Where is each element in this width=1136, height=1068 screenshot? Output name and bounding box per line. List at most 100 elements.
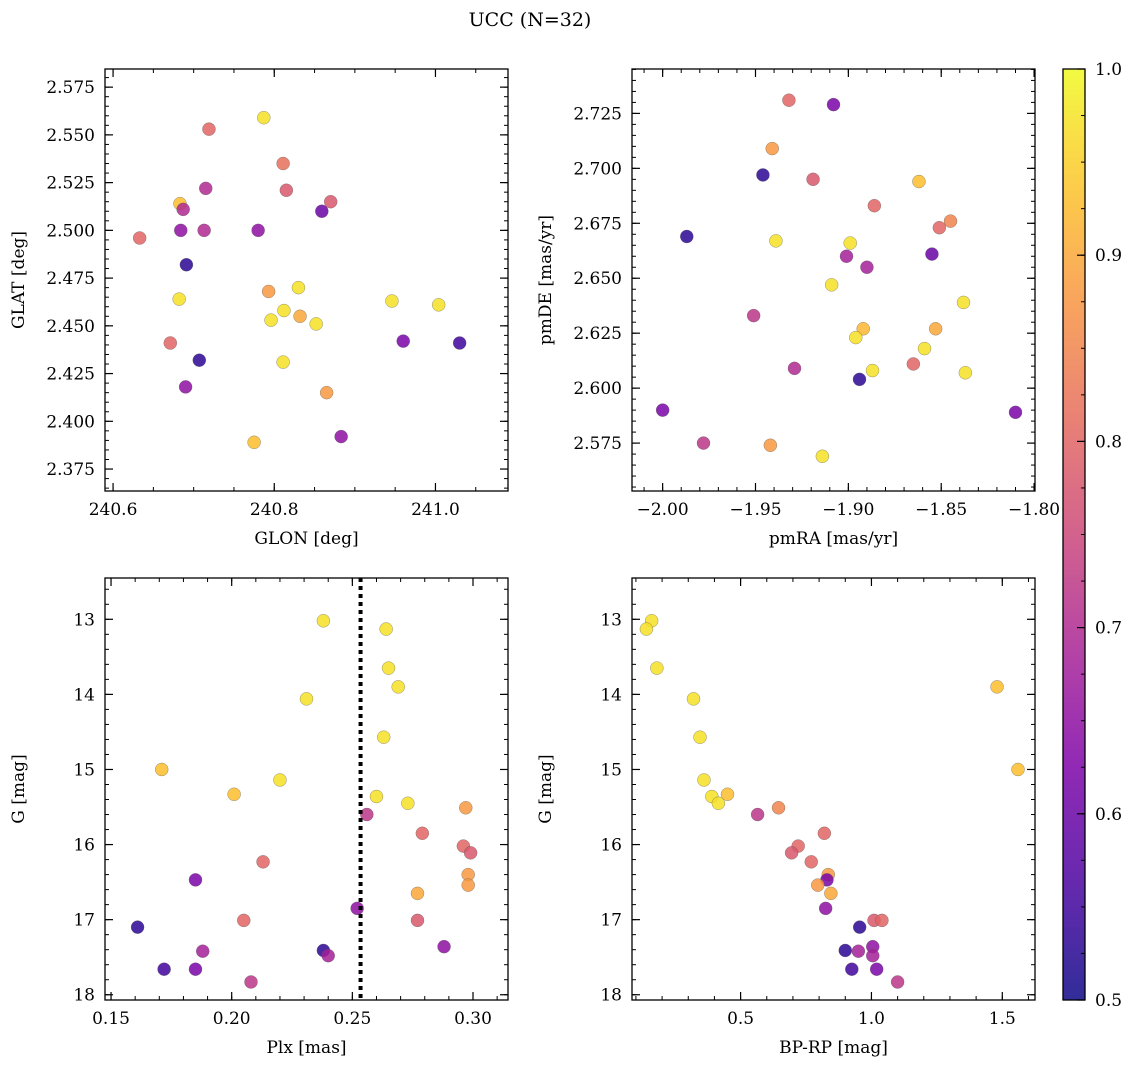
scatter-point	[176, 202, 190, 217]
y-tick-label: 14	[600, 685, 622, 705]
scatter-point	[804, 855, 819, 869]
scatter-point	[852, 920, 867, 934]
y-tick-label: 16	[600, 836, 622, 856]
panel-4: 0.5 1.0 1.5 13 14 15 16 17 18 BP-RP [mag] G [mag]	[536, 577, 1036, 1058]
scatter-point	[276, 156, 290, 171]
scatter-point	[906, 357, 921, 371]
y-axis-label: GLAT [deg]	[9, 231, 29, 329]
plot-frame	[104, 577, 509, 1001]
scatter-point	[192, 353, 207, 367]
y-tick-label: 2.700	[573, 159, 622, 179]
scatter-point	[257, 110, 271, 125]
y-axis-label: G [mag]	[536, 754, 556, 823]
scatter-point	[157, 962, 171, 976]
scatter-point	[680, 229, 694, 244]
x-axis-label: pmRA [mas/yr]	[769, 529, 898, 549]
scatter-point	[693, 730, 707, 744]
y-tick-label: 17	[600, 911, 622, 931]
x-tick-label: 1.0	[858, 1009, 885, 1029]
scatter-point	[376, 730, 391, 744]
y-tick-label: 2.575	[573, 434, 622, 454]
scatter-point	[932, 220, 947, 235]
scatter-point	[309, 317, 323, 331]
scatter-point	[890, 975, 905, 989]
scatter-point	[956, 295, 971, 310]
scatter-point	[132, 231, 147, 245]
scatter-point	[843, 236, 857, 250]
scatter-point	[381, 661, 396, 675]
scatter-point	[415, 826, 430, 841]
scatter-point	[817, 826, 832, 841]
scatter-point	[769, 234, 783, 248]
x-tick-label: −2.00	[637, 500, 689, 520]
scatter-point	[178, 380, 193, 394]
panel-1: 240.6 240.8 241.0 2.375 2.400 2.425 2.450 2.475…	[9, 68, 509, 549]
x-tick-label: 0.5	[727, 1009, 754, 1029]
scatter-point	[839, 249, 854, 264]
scatter-point	[379, 622, 393, 636]
scatter-point	[763, 438, 778, 453]
scatter-point	[990, 680, 1004, 694]
scatter-point	[334, 429, 348, 444]
y-tick-label: 13	[600, 610, 622, 630]
scatter-point	[279, 183, 294, 198]
scatter-point	[639, 622, 654, 636]
scatter-point	[865, 363, 880, 378]
scatter-point	[264, 313, 278, 327]
colorbar-frame	[1062, 68, 1086, 1001]
plot-frame	[631, 577, 1036, 1001]
scatter-point	[750, 807, 765, 822]
plot-frame	[104, 68, 509, 492]
y-tick-label: 16	[73, 836, 95, 856]
x-tick-label: 240.8	[250, 500, 299, 520]
x-tick-label: −1.95	[729, 500, 781, 520]
scatter-point	[319, 385, 334, 400]
y-tick-label: 13	[73, 610, 95, 630]
colorbar-tick-label: 0.9	[1095, 246, 1122, 266]
y-tick-label: 2.375	[46, 460, 95, 480]
scatter-point	[697, 773, 711, 787]
scatter-point	[293, 309, 307, 324]
scatter-point	[244, 975, 258, 989]
scatter-point	[925, 247, 939, 261]
panels: 240.6 240.8 241.0 2.375 2.400 2.425 2.450 2.475…	[9, 68, 1060, 1058]
scatter-point	[943, 214, 958, 228]
scatter-point	[765, 141, 779, 156]
scatter-point	[756, 168, 770, 182]
x-tick-label: 240.6	[89, 500, 138, 520]
y-tick-label: 2.675	[573, 214, 622, 234]
y-axis-label: pmDE [mas/yr]	[536, 215, 556, 345]
scatter-point	[806, 172, 820, 187]
panel-2: −2.00 −1.95 −1.90 −1.85 −1.80 2.575 2.600 2.625…	[536, 68, 1060, 549]
scatter-point	[261, 284, 276, 299]
colorbar: 0.5 0.6 0.7 0.8 0.9 1.0	[1062, 60, 1122, 1011]
scatter-point	[350, 901, 364, 916]
colorbar-gradient	[1063, 69, 1085, 1000]
scatter-point	[958, 366, 973, 380]
y-tick-label: 14	[73, 685, 95, 705]
scatter-point	[459, 801, 473, 815]
scatter-point	[391, 680, 405, 694]
scatter-point	[875, 913, 889, 928]
scatter-point	[849, 330, 863, 345]
colorbar-tick-label: 0.6	[1095, 805, 1122, 825]
scatter-point	[130, 920, 145, 934]
scatter-point	[1011, 762, 1025, 777]
scatter-point	[202, 122, 216, 136]
y-tick-label: 2.625	[573, 324, 622, 344]
scatter-point	[856, 322, 870, 336]
scatter-point	[431, 298, 446, 312]
scatter-point	[321, 948, 335, 963]
scatter-point	[172, 292, 186, 306]
scatter-point	[452, 336, 467, 350]
scatter-point	[686, 692, 701, 706]
x-axis-label: Plx [mas]	[266, 1038, 346, 1058]
scatter-point	[851, 944, 866, 958]
scatter-point	[867, 198, 882, 213]
scatter-point	[385, 294, 399, 308]
scatter-point	[720, 787, 735, 802]
scatter-point	[860, 260, 874, 275]
scatter-point	[917, 341, 932, 356]
y-tick-label: 18	[600, 986, 622, 1006]
